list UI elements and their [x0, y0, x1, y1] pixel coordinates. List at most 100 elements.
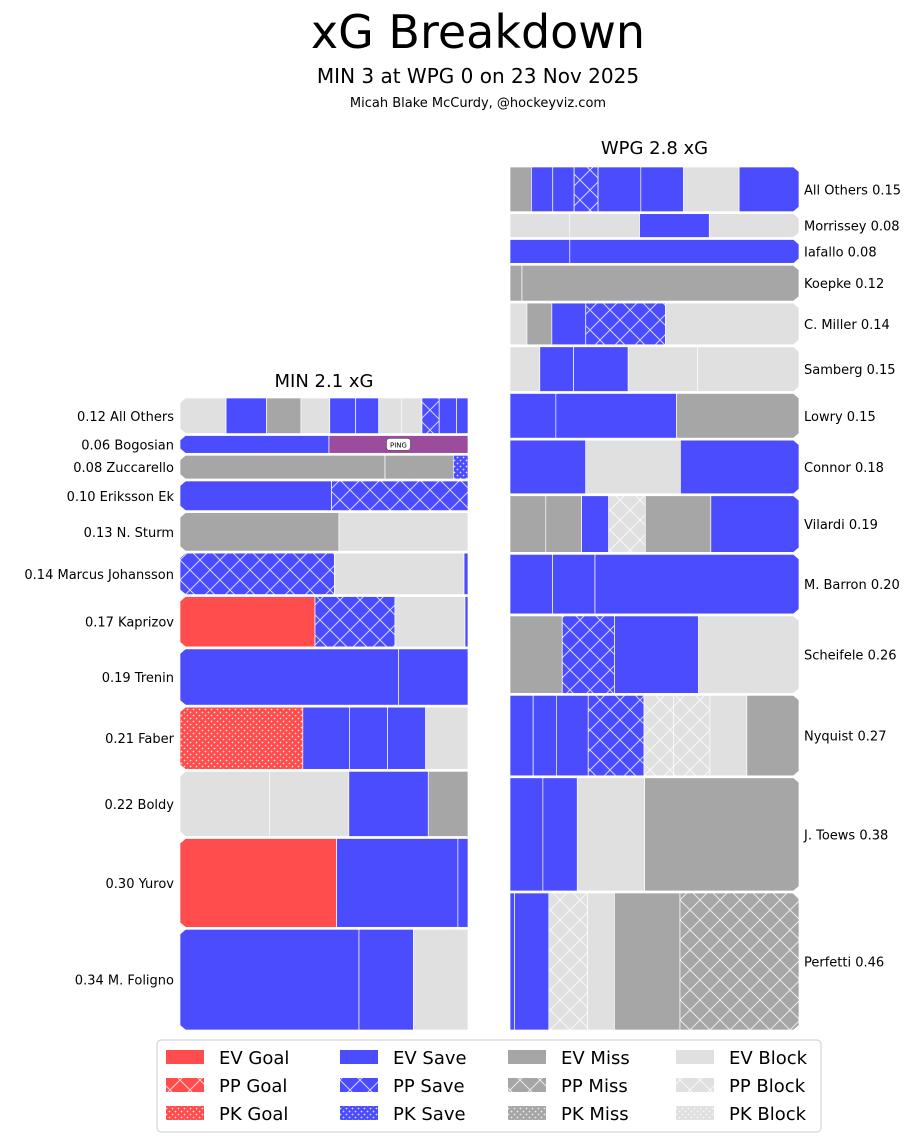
- player-label: Samberg 0.15: [804, 363, 896, 378]
- legend-swatch: [508, 1078, 546, 1092]
- legend-item: PK Save: [340, 1104, 466, 1125]
- row-notch: [793, 346, 800, 392]
- shot-ev-save: [738, 166, 800, 213]
- legend-item: PP Miss: [508, 1076, 628, 1097]
- shot-ev-save: [179, 648, 399, 706]
- chart-credit: Micah Blake McCurdy, @hockeyviz.com: [350, 96, 606, 111]
- shot-ev-save: [639, 213, 710, 238]
- shot-pp-save: [585, 302, 666, 346]
- legend-label: EV Save: [393, 1048, 467, 1069]
- shot-ev-block: [401, 397, 423, 434]
- row-notch: [179, 512, 186, 552]
- player-row: Koepke 0.12: [509, 264, 884, 302]
- player-label: 0.22 Boldy: [104, 798, 174, 813]
- shot-pp-block: [548, 892, 589, 1031]
- shot-ev-miss: [427, 770, 469, 837]
- player-label: 0.12 All Others: [77, 410, 174, 425]
- shot-ev-save: [349, 706, 388, 770]
- shot-ev-save: [597, 166, 642, 213]
- legend-swatch: [676, 1050, 714, 1064]
- shot-ev-save: [514, 892, 550, 1031]
- shot-ev-save: [509, 439, 587, 495]
- shot-ev-miss: [676, 393, 800, 439]
- legend-label: EV Miss: [561, 1048, 630, 1069]
- shot-ev-block: [338, 512, 469, 552]
- shot-ev-miss: [509, 166, 532, 213]
- shot-ev-block: [708, 213, 800, 238]
- shot-ev-goal: [179, 838, 337, 928]
- player-label: 0.06 Bogosian: [81, 438, 174, 453]
- player-label: 0.21 Faber: [105, 732, 175, 747]
- shot-ev-save: [509, 393, 557, 439]
- row-notch: [179, 553, 186, 595]
- shot-pp-save: [179, 552, 335, 595]
- legend-item: EV Goal: [166, 1048, 289, 1069]
- shot-ev-block: [509, 302, 528, 346]
- shot-ev-save: [569, 239, 800, 264]
- shot-pp-save: [421, 397, 440, 434]
- shot-ev-save: [542, 777, 578, 892]
- player-row: 0.17 Kaprizov: [85, 596, 469, 648]
- shot-ev-save: [509, 892, 515, 1031]
- player-label: Lowry 0.15: [804, 410, 876, 425]
- penalty-label: PING: [390, 441, 407, 449]
- legend-swatch: [676, 1106, 714, 1120]
- team-title: MIN 2.1 xG: [275, 371, 374, 392]
- player-label: 0.30 Yurov: [106, 877, 175, 892]
- row-notch: [793, 265, 800, 302]
- row-notch: [179, 480, 186, 511]
- shot-ev-miss: [179, 512, 340, 552]
- player-label: 0.14 Marcus Johansson: [24, 568, 174, 583]
- shot-ev-save: [552, 166, 575, 213]
- shot-ev-save: [556, 695, 589, 777]
- player-row: J. Toews 0.38: [509, 777, 888, 892]
- shot-ev-block: [179, 397, 227, 434]
- player-row: M. Barron 0.20: [509, 554, 900, 615]
- player-row: 0.30 Yurov: [106, 838, 469, 928]
- legend-label: PP Goal: [219, 1076, 287, 1097]
- shot-ev-save: [464, 596, 469, 648]
- legend-item: PK Block: [676, 1104, 807, 1125]
- shot-ev-save: [225, 397, 267, 434]
- legend-label: PP Save: [393, 1076, 465, 1097]
- player-row: Nyquist 0.27: [509, 695, 886, 777]
- shot-ev-block: [425, 706, 469, 770]
- legend-swatch: [676, 1078, 714, 1092]
- shot-ev-save: [358, 928, 414, 1031]
- legend-swatch: [508, 1050, 546, 1064]
- shot-ev-save: [179, 480, 332, 511]
- shot-ev-block: [300, 397, 331, 434]
- player-row: Scheifele 0.26: [509, 615, 897, 694]
- row-notch: [179, 435, 186, 454]
- shot-ev-save: [555, 393, 677, 439]
- shot-pp-save: [561, 615, 615, 694]
- shot-ev-block: [179, 770, 270, 837]
- legend-label: PP Block: [729, 1076, 806, 1097]
- player-label: 0.08 Zuccarello: [73, 461, 174, 476]
- shot-ev-save: [336, 838, 459, 928]
- legend-item: PP Block: [676, 1076, 806, 1097]
- row-notch: [179, 455, 186, 479]
- shot-ev-save: [539, 346, 574, 392]
- legend-label: EV Goal: [219, 1048, 289, 1069]
- shot-ev-block: [585, 439, 681, 495]
- shot-ev-block: [665, 302, 800, 346]
- row-notch: [793, 303, 800, 345]
- shot-ev-save: [398, 648, 469, 706]
- player-label: 0.17 Kaprizov: [85, 616, 174, 631]
- shot-ev-miss: [509, 264, 523, 302]
- legend-item: EV Miss: [508, 1048, 630, 1069]
- shot-ev-block: [334, 552, 465, 595]
- shot-pp-save: [314, 596, 396, 648]
- legend-swatch: [166, 1050, 204, 1064]
- player-row: Samberg 0.15: [509, 346, 896, 392]
- shot-ev-save: [509, 554, 553, 615]
- legend-item: PP Goal: [166, 1076, 287, 1097]
- shot-pp-block: [643, 695, 675, 777]
- player-row: PING 0.06 Bogosian: [81, 435, 469, 454]
- chart-subtitle: MIN 3 at WPG 0 on 23 Nov 2025: [317, 64, 639, 88]
- legend-swatch: [166, 1106, 204, 1120]
- player-row: 0.10 Eriksson Ek: [67, 480, 469, 511]
- shot-ev-save: [614, 615, 699, 694]
